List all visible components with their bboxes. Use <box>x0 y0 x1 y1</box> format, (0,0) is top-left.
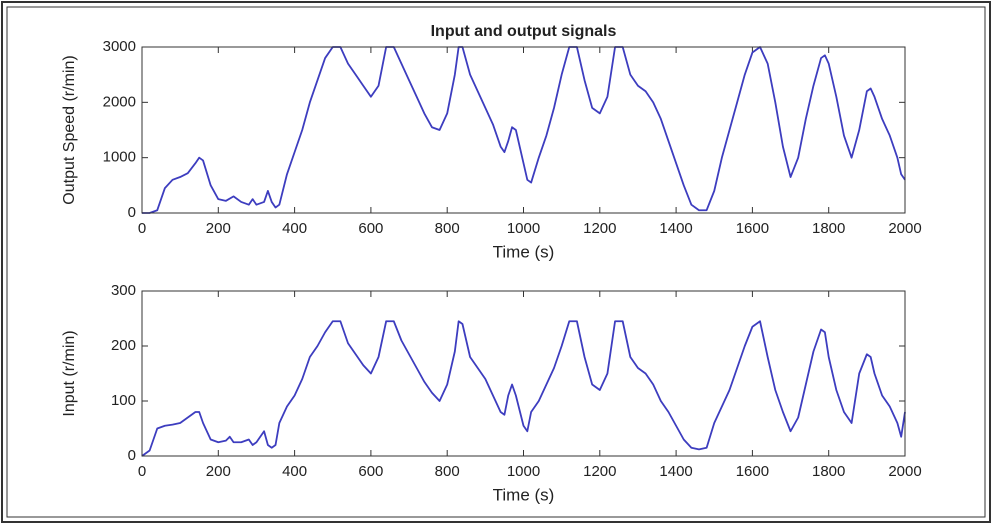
x-tick-label: 1400 <box>659 463 692 480</box>
y-tick-label: 0 <box>128 204 136 221</box>
x-tick-label: 0 <box>138 220 146 237</box>
x-tick-label: 0 <box>138 463 146 480</box>
x-tick-label: 800 <box>435 463 460 480</box>
y-tick-label: 2000 <box>103 93 136 110</box>
x-tick-label: 1800 <box>812 220 845 237</box>
x-tick-label: 1000 <box>507 463 540 480</box>
signal-line <box>142 46 906 214</box>
x-tick-label: 400 <box>282 463 307 480</box>
y-axis-label: Output Speed (r/min) <box>61 55 78 204</box>
x-tick-label: 2000 <box>888 220 921 237</box>
y-tick-label: 3000 <box>103 38 136 55</box>
x-tick-label: 1600 <box>736 463 769 480</box>
chart-title: Input and output signals <box>431 23 617 40</box>
x-tick-label: 200 <box>206 220 231 237</box>
x-tick-label: 1400 <box>659 220 692 237</box>
x-axis-label: Time (s) <box>493 242 555 261</box>
x-tick-label: 400 <box>282 220 307 237</box>
signal-line <box>141 320 906 457</box>
y-axis-label: Input (r/min) <box>61 330 78 416</box>
y-tick-label: 200 <box>111 337 136 354</box>
y-tick-label: 100 <box>111 392 136 409</box>
axes-box <box>141 290 906 457</box>
inner-frame <box>6 6 986 518</box>
y-tick-label: 300 <box>111 282 136 299</box>
y-tick-label: 1000 <box>103 149 136 166</box>
x-tick-label: 2000 <box>888 463 921 480</box>
x-tick-label: 600 <box>358 463 383 480</box>
x-tick-label: 1600 <box>736 220 769 237</box>
axes-box <box>141 46 906 214</box>
y-tick-label: 0 <box>128 447 136 464</box>
x-tick-label: 1000 <box>507 220 540 237</box>
plot-area <box>142 47 905 213</box>
x-tick-label: 1200 <box>583 220 616 237</box>
x-tick-label: 200 <box>206 463 231 480</box>
x-axis-label: Time (s) <box>493 485 555 504</box>
plot-area <box>142 291 905 456</box>
x-tick-label: 1200 <box>583 463 616 480</box>
x-tick-label: 1800 <box>812 463 845 480</box>
x-tick-label: 600 <box>358 220 383 237</box>
x-tick-label: 800 <box>435 220 460 237</box>
